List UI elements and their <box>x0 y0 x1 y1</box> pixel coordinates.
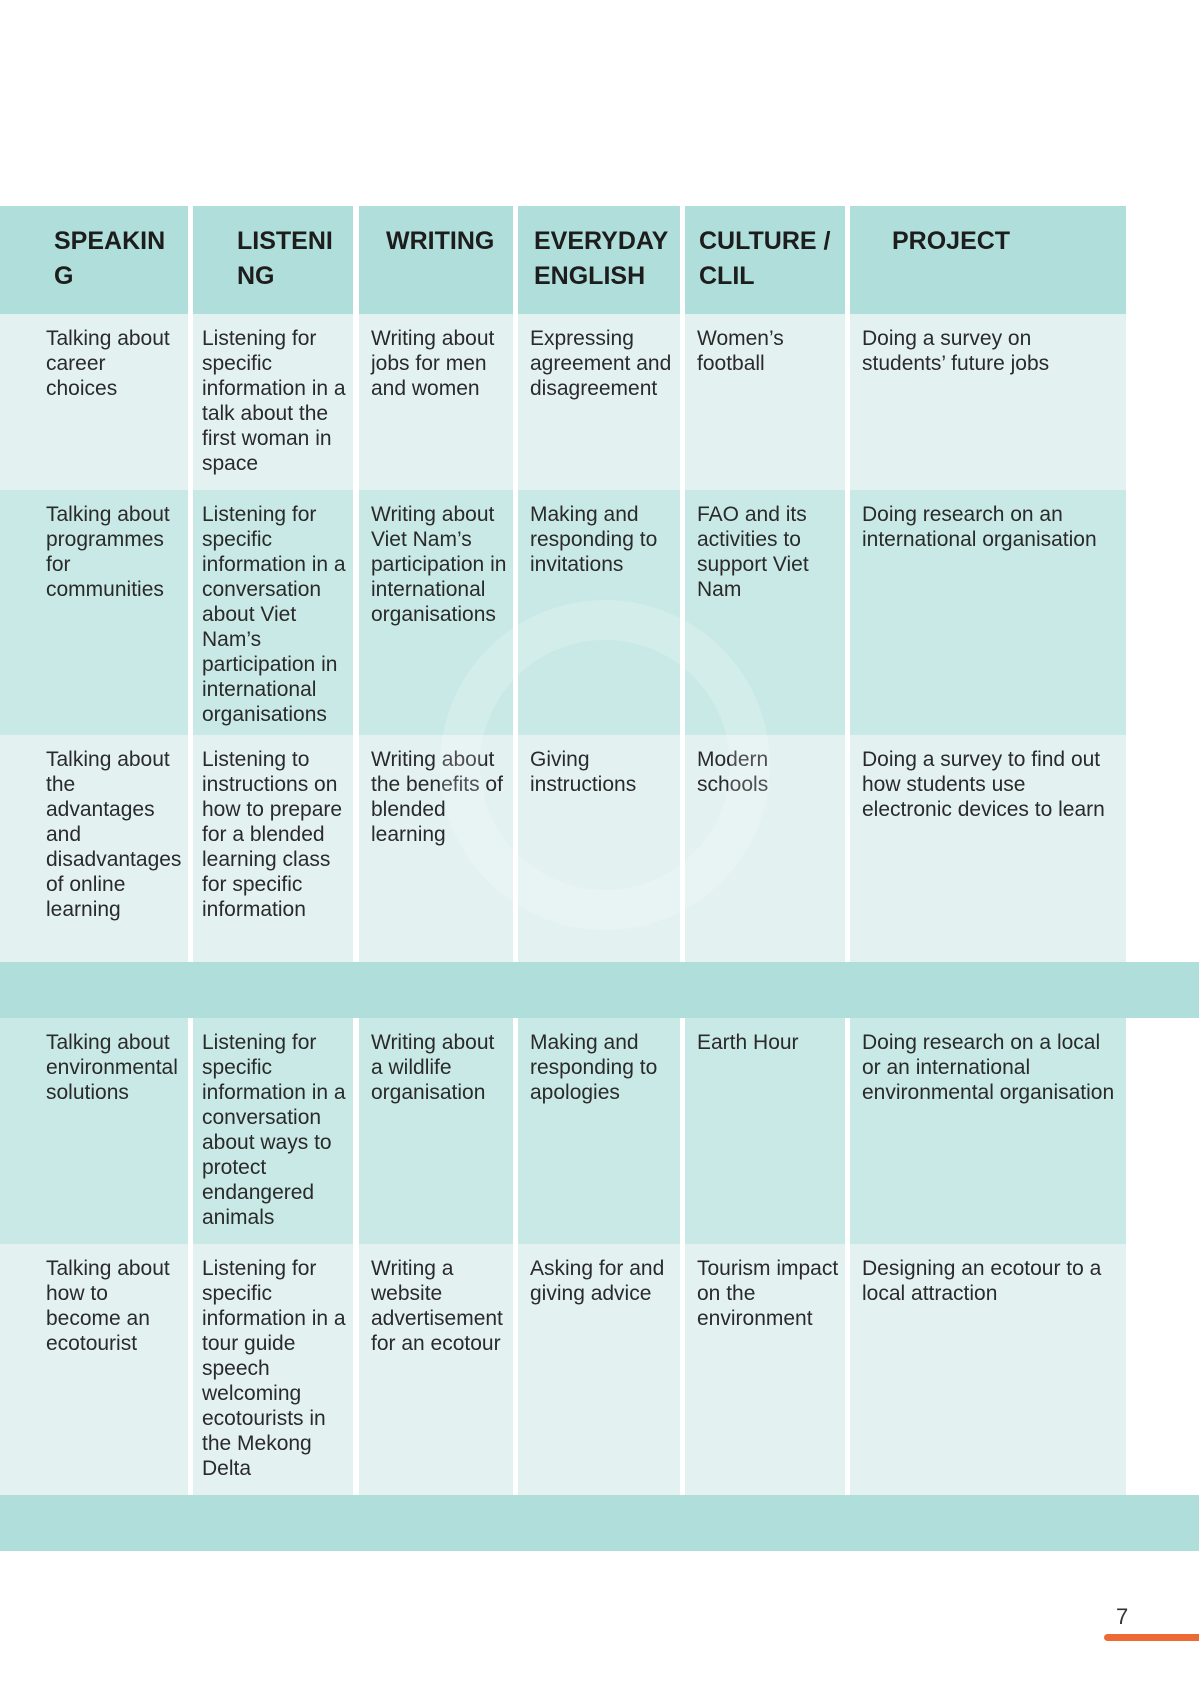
header-everyday-english: EVERYDAY ENGLISH <box>518 206 680 314</box>
section-divider-band <box>0 962 1199 1018</box>
table-row: Talking about programmes for communities… <box>0 490 1199 735</box>
cell-project: Doing research on an international organ… <box>850 490 1126 735</box>
cell-speaking: Talking about the advantages and disadva… <box>0 735 188 962</box>
section-divider-band <box>0 1495 1199 1551</box>
cell-project: Doing a survey on students’ future jobs <box>850 314 1126 490</box>
cell-listening: Listening for specific information in a … <box>193 1244 353 1495</box>
cell-culture-clil: Earth Hour <box>685 1018 845 1244</box>
cell-culture-clil: Modern schools <box>685 735 845 962</box>
cell-project: Doing research on a local or an internat… <box>850 1018 1126 1244</box>
cell-project: Designing an ecotour to a local attracti… <box>850 1244 1126 1495</box>
table-header-row: SPEAKING LISTENING WRITING EVERYDAY ENGL… <box>0 206 1199 314</box>
cell-everyday-english: Making and responding to apologies <box>518 1018 680 1244</box>
cell-writing: Writing about Viet Nam’s participation i… <box>359 490 513 735</box>
cell-everyday-english: Making and responding to invitations <box>518 490 680 735</box>
cell-project: Doing a survey to find out how students … <box>850 735 1126 962</box>
cell-culture-clil: Women’s football <box>685 314 845 490</box>
cell-everyday-english: Expressing agreement and disagreement <box>518 314 680 490</box>
table-row: Talking about how to become an ecotouris… <box>0 1244 1199 1495</box>
header-listening: LISTENING <box>193 206 353 314</box>
cell-listening: Listening for specific information in a … <box>193 1018 353 1244</box>
cell-writing: Writing about the benefits of blended le… <box>359 735 513 962</box>
cell-listening: Listening to instructions on how to prep… <box>193 735 353 962</box>
syllabus-table: SPEAKING LISTENING WRITING EVERYDAY ENGL… <box>0 206 1199 1551</box>
page-number: 7 <box>1116 1604 1129 1629</box>
header-writing: WRITING <box>359 206 513 314</box>
table-row: Talking about the advantages and disadva… <box>0 735 1199 962</box>
cell-listening: Listening for specific information in a … <box>193 490 353 735</box>
cell-culture-clil: Tourism impact on the environment <box>685 1244 845 1495</box>
cell-speaking: Talking about career choices <box>0 314 188 490</box>
cell-speaking: Talking about environmental solutions <box>0 1018 188 1244</box>
header-project: PROJECT <box>850 206 1126 314</box>
table-row: Talking about career choices Listening fo… <box>0 314 1199 490</box>
header-culture-clil: CULTURE / CLIL <box>685 206 845 314</box>
cell-writing: Writing about a wildlife organisation <box>359 1018 513 1244</box>
cell-writing: Writing a website advertisement for an e… <box>359 1244 513 1495</box>
cell-listening: Listening for specific information in a … <box>193 314 353 490</box>
header-speaking: SPEAKING <box>0 206 188 314</box>
cell-speaking: Talking about programmes for communities <box>0 490 188 735</box>
cell-culture-clil: FAO and its activities to support Viet N… <box>685 490 845 735</box>
page-number-underline <box>1104 1634 1199 1641</box>
cell-everyday-english: Asking for and giving advice <box>518 1244 680 1495</box>
cell-everyday-english: Giving instructions <box>518 735 680 962</box>
table-row: Talking about environmental solutions Lis… <box>0 1018 1199 1244</box>
cell-speaking: Talking about how to become an ecotouris… <box>0 1244 188 1495</box>
cell-writing: Writing about jobs for men and women <box>359 314 513 490</box>
